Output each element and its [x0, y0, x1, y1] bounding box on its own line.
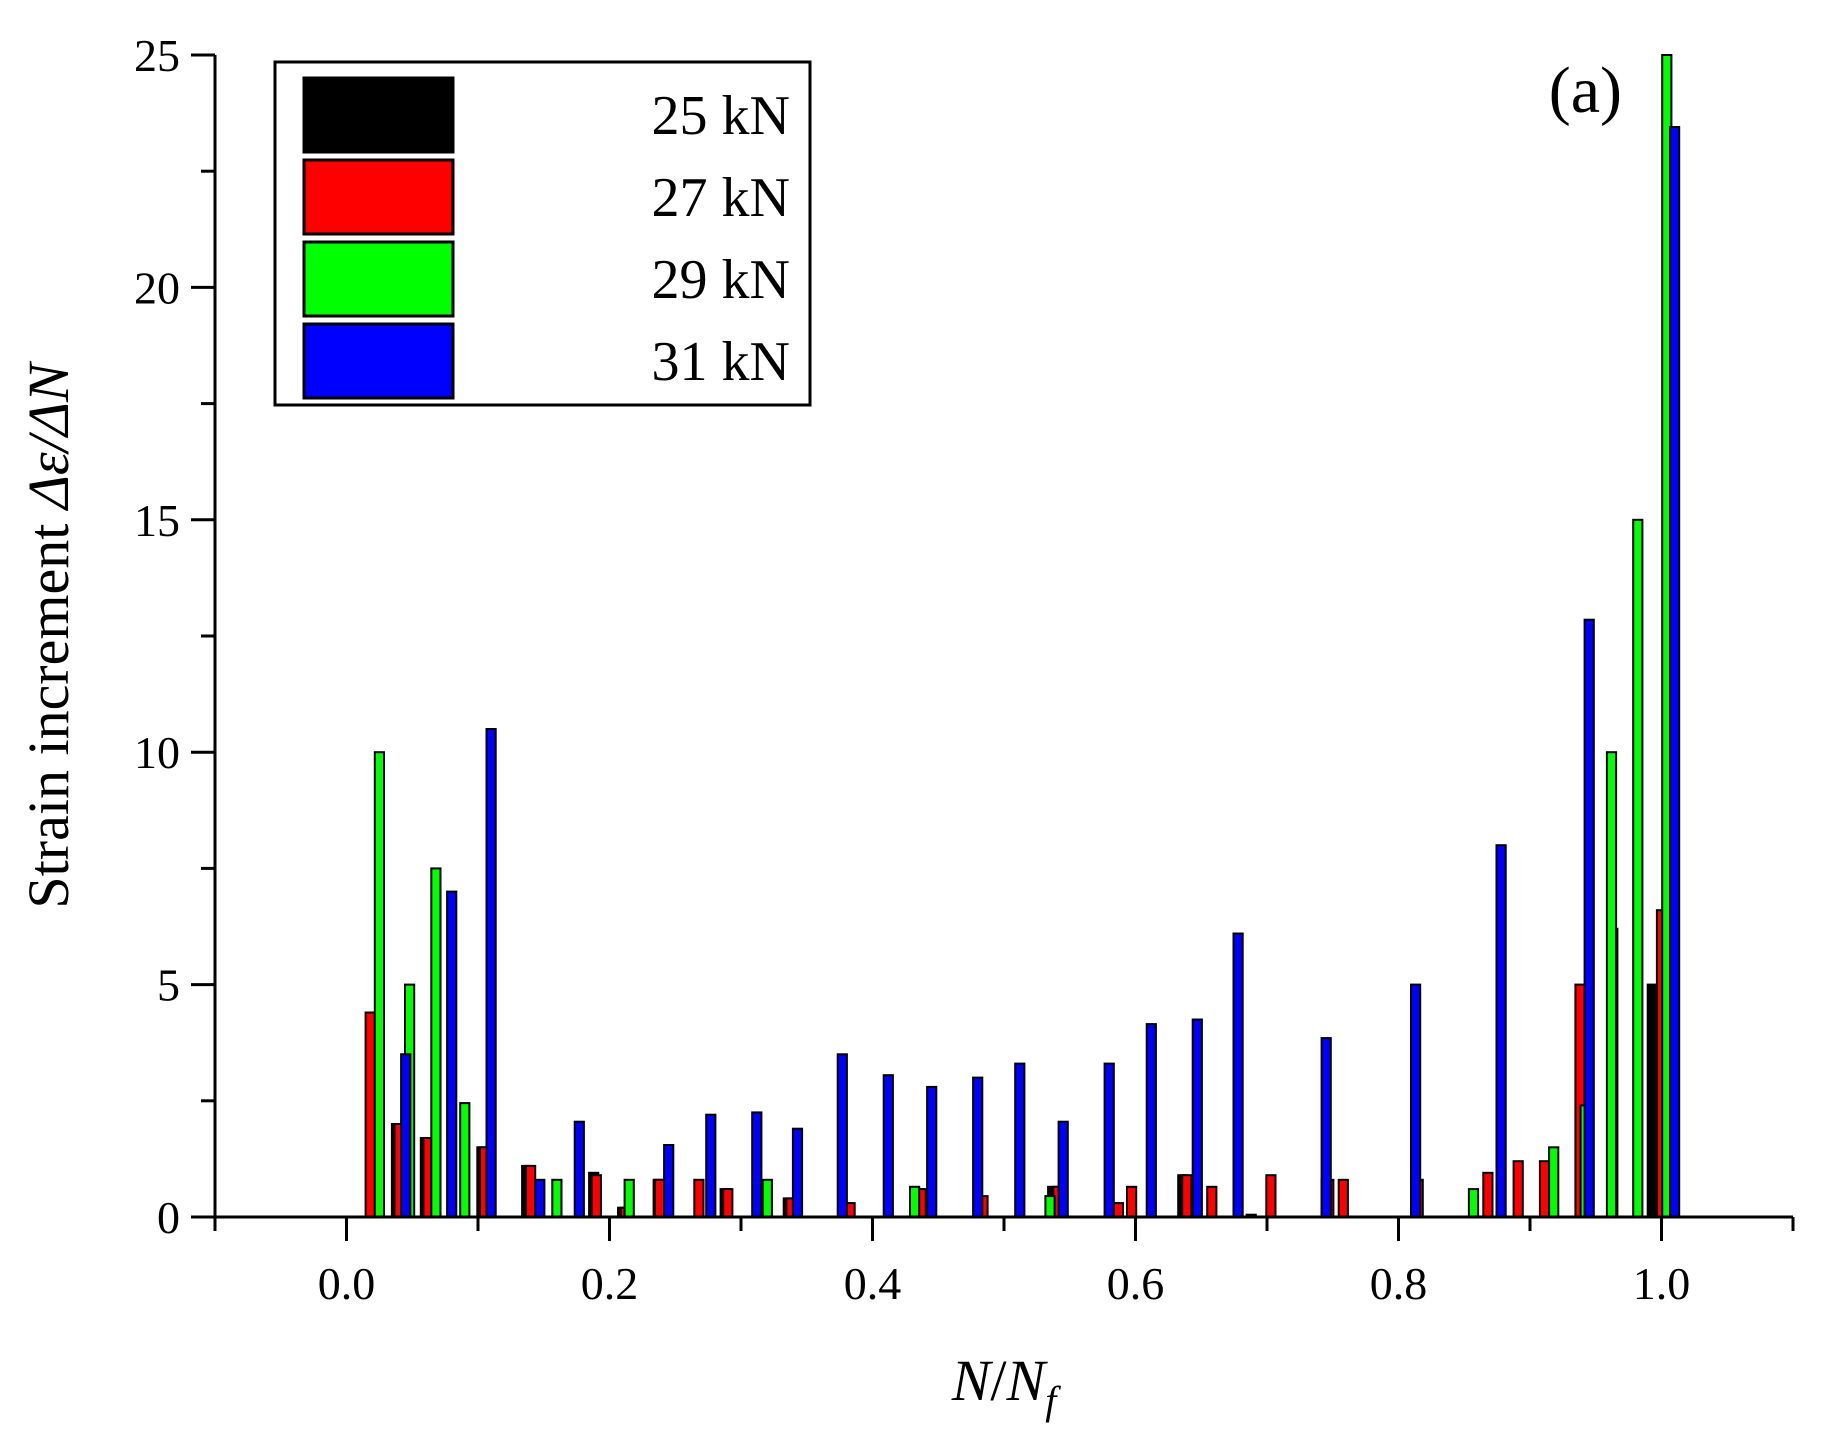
- x-axis-title: N/Nf: [951, 1348, 1062, 1423]
- bar: [882, 1074, 894, 1218]
- panel-label: (a): [1549, 54, 1622, 127]
- bar: [1495, 844, 1507, 1218]
- legend-label: 31 kN: [652, 331, 790, 393]
- bar: [551, 1178, 563, 1219]
- bar: [1538, 1160, 1551, 1218]
- bar: [909, 1185, 921, 1219]
- x-tick-label: 0.4: [844, 1258, 902, 1309]
- x-axis-title-denominator: N: [1006, 1348, 1049, 1413]
- legend-swatch: [302, 322, 455, 400]
- bar: [1669, 126, 1681, 1218]
- bar: [1057, 1120, 1069, 1218]
- bar: [1512, 1160, 1524, 1218]
- bar: [705, 1113, 717, 1218]
- bar: [446, 890, 458, 1218]
- x-axis-title-numerator: N: [951, 1348, 994, 1413]
- bar: [1646, 983, 1658, 1218]
- y-axis-title-prefix: Strain increment: [16, 509, 81, 908]
- bar: [1126, 1185, 1138, 1219]
- y-tick-label: 5: [157, 960, 180, 1011]
- x-tick-label: 0.2: [581, 1258, 639, 1309]
- bar: [791, 1127, 804, 1218]
- bar: [1548, 1146, 1560, 1219]
- bar: [722, 1188, 734, 1218]
- bar: [663, 1144, 675, 1218]
- y-tick-label: 25: [134, 30, 180, 81]
- legend-swatch: [302, 240, 455, 318]
- legend-label: 25 kN: [652, 85, 790, 147]
- y-tick-label: 10: [134, 727, 180, 778]
- y-tick-label: 0: [157, 1192, 180, 1243]
- legend-swatch: [302, 158, 455, 236]
- bar: [1191, 1018, 1203, 1218]
- bar: [534, 1178, 546, 1219]
- bar: [1145, 1023, 1157, 1218]
- y-axis-title: Strain increment Δε/ΔN: [16, 360, 81, 908]
- y-axis-ticks: 0 5 10 15 20 25: [134, 30, 215, 1243]
- x-axis-title-separator: /: [990, 1348, 1007, 1413]
- bar: [400, 1053, 412, 1219]
- bar: [1482, 1171, 1494, 1219]
- legend-label: 27 kN: [652, 167, 790, 229]
- legend-items: 25 kN 27 kN 29 kN 31 kN: [302, 76, 790, 400]
- bar: [1103, 1062, 1115, 1218]
- bar: [1265, 1174, 1277, 1218]
- bar: [653, 1178, 666, 1219]
- bar: [751, 1111, 763, 1219]
- bar: [1044, 1195, 1056, 1218]
- bar: [926, 1085, 938, 1219]
- y-tick-label: 20: [134, 262, 180, 313]
- bar: [836, 1053, 848, 1219]
- bar: [1632, 518, 1644, 1218]
- bar: [1605, 751, 1618, 1218]
- y-axis-title-expression: Δε/ΔN: [16, 360, 81, 511]
- x-tick-label: 0.6: [1107, 1258, 1165, 1309]
- bar: [430, 867, 442, 1219]
- legend: 25 kN 27 kN 29 kN 31 kN: [273, 60, 812, 407]
- bar: [1467, 1188, 1480, 1218]
- x-tick-label: 0.8: [1370, 1258, 1428, 1309]
- y-tick-label: 15: [134, 495, 180, 546]
- x-tick-label: 0.0: [318, 1258, 376, 1309]
- bar: [1337, 1178, 1349, 1219]
- bar: [1206, 1185, 1218, 1219]
- legend-swatch: [302, 76, 455, 154]
- bar: [1583, 618, 1595, 1218]
- bar: [364, 1011, 376, 1218]
- bar: [1320, 1037, 1332, 1218]
- bar: [573, 1120, 585, 1218]
- x-tick-label: 1.0: [1633, 1258, 1691, 1309]
- bar: [1014, 1062, 1026, 1218]
- legend-label: 29 kN: [652, 249, 790, 311]
- bar: [1232, 932, 1244, 1218]
- bar: [590, 1174, 602, 1218]
- bar: [693, 1178, 705, 1219]
- bar: [623, 1178, 635, 1219]
- bar: [761, 1178, 773, 1219]
- bar: [1112, 1202, 1125, 1218]
- x-axis-title-subscript: f: [1045, 1378, 1061, 1423]
- bar: [485, 728, 497, 1218]
- bar: [459, 1102, 471, 1218]
- bar: [373, 751, 385, 1218]
- x-axis-ticks: 0.0 0.2 0.4 0.6 0.8 1.0: [213, 1217, 1795, 1309]
- bar: [525, 1164, 537, 1219]
- bar: [972, 1076, 984, 1218]
- bar: [1410, 983, 1422, 1218]
- bar: [1181, 1174, 1193, 1218]
